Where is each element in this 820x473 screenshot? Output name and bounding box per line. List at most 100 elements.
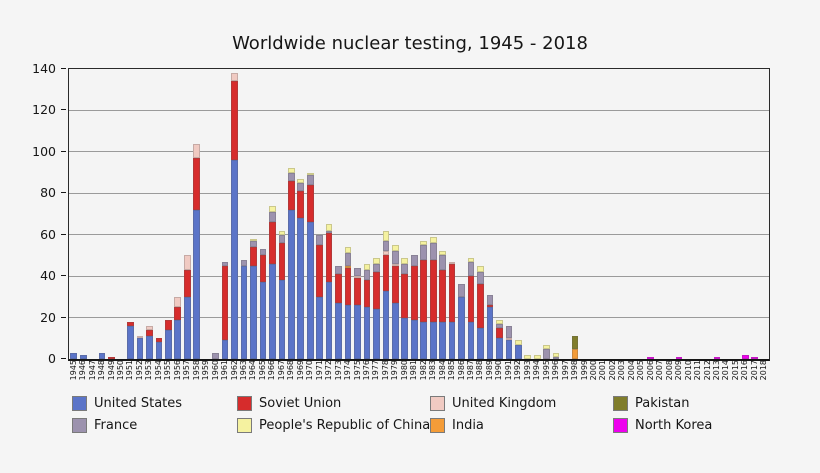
bar-segment	[259, 249, 267, 256]
x-axis-tick-label: 1994	[532, 360, 542, 381]
bar-segment	[316, 234, 323, 246]
bar-segment	[533, 354, 541, 359]
legend-label: North Korea	[635, 417, 713, 433]
y-axis-tick-label: 40	[40, 268, 56, 284]
bar-segment	[278, 234, 286, 243]
legend-item-united-states: United States	[72, 394, 182, 412]
y-axis-tick-mark	[61, 150, 66, 152]
y-axis-tick-label: 100	[32, 143, 56, 159]
x-axis-tick-label: 1964	[248, 360, 258, 381]
bar-segment	[543, 348, 551, 359]
bar-segment	[420, 240, 428, 246]
bar-segment	[420, 321, 428, 359]
bar-segment	[287, 209, 295, 359]
bar-segment	[467, 276, 475, 322]
bar-segment	[496, 327, 503, 339]
x-axis-tick-label: 1955	[163, 360, 173, 381]
bar-segment	[392, 263, 399, 266]
bar-segment	[486, 305, 494, 308]
bar-segment	[401, 263, 409, 275]
x-axis-tick-label: 2001	[598, 360, 608, 381]
bar-segment	[136, 338, 144, 359]
bar-segment	[363, 263, 371, 270]
bar-segment	[458, 296, 465, 359]
bar-segment	[250, 265, 257, 359]
x-axis-tick-label: 1966	[267, 360, 277, 381]
bar-segment	[571, 348, 579, 359]
legend-item-united-kingdom: United Kingdom	[430, 394, 556, 412]
bar-segment	[363, 280, 371, 308]
y-axis: 0 20 40 60 80 100 120 140	[0, 62, 66, 366]
x-axis-tick-label: 1975	[352, 360, 362, 381]
bar-segment	[401, 274, 409, 318]
legend-swatch	[237, 395, 252, 411]
x-axis-tick-label: 1998	[570, 360, 580, 381]
bar-segment	[193, 158, 201, 210]
bar-segment	[269, 263, 276, 359]
legend-item-india: India	[430, 416, 484, 434]
bar-segment	[373, 257, 380, 264]
bar-segment	[221, 265, 229, 341]
bar-segment	[325, 282, 333, 359]
bar-segment	[70, 352, 78, 359]
x-axis-tick-label: 1981	[409, 360, 419, 381]
bar-segment	[164, 330, 172, 359]
bar-segment	[713, 356, 721, 359]
bar-segment	[297, 178, 305, 183]
legend-label: United States	[94, 395, 183, 411]
legend-item-pakistan: Pakistan	[613, 394, 689, 412]
x-axis-tick-label: 1990	[494, 360, 504, 381]
x-axis-tick-label: 1953	[144, 360, 154, 381]
bar-segment	[269, 211, 276, 223]
x-axis-tick-label: 2012	[702, 360, 712, 381]
bar-segment	[335, 274, 342, 304]
bar-segment	[221, 340, 229, 359]
bar-segment	[212, 352, 219, 359]
bar-segment	[146, 336, 153, 359]
bar-segment	[382, 230, 390, 241]
legend-item-soviet-union: Soviet Union	[237, 394, 341, 412]
gridline	[69, 275, 769, 277]
bar-segment	[496, 323, 503, 328]
bar-segment	[250, 240, 257, 248]
bar-segment	[429, 236, 437, 243]
bar-segment	[505, 325, 513, 339]
bar-segment	[514, 340, 522, 345]
bar-segment	[410, 255, 418, 266]
bar-segment	[363, 269, 371, 281]
bar-segment	[552, 356, 560, 359]
bar-segment	[231, 160, 238, 359]
bar-segment	[467, 257, 475, 262]
gridline	[69, 234, 769, 236]
bar-segment	[354, 305, 361, 359]
bar-segment	[231, 73, 238, 82]
legend-swatch	[237, 417, 252, 433]
legend-swatch	[72, 417, 87, 433]
bar-segment	[278, 243, 286, 281]
bar-segment	[259, 282, 267, 359]
x-axis-tick-label: 1974	[343, 360, 353, 381]
bar-segment	[164, 319, 172, 330]
y-axis-tick-label: 0	[48, 351, 56, 366]
y-axis-tick-mark	[61, 233, 66, 235]
plot-area	[68, 68, 770, 361]
bar-segment	[193, 209, 201, 359]
bar-segment	[287, 172, 295, 181]
x-axis-tick-label: 2003	[617, 360, 627, 381]
bar-segment	[439, 269, 446, 322]
bar-segment	[127, 321, 134, 326]
legend-label: United Kingdom	[452, 395, 557, 411]
x-axis-tick-label: 1957	[182, 360, 192, 381]
x-axis-tick-label: 1983	[428, 360, 438, 381]
x-axis-tick-label: 2007	[655, 360, 665, 381]
bar-segment	[543, 344, 551, 349]
bar-segment	[552, 352, 560, 357]
legend-swatch	[430, 395, 445, 411]
bar-segment	[174, 307, 182, 320]
bar-segment	[373, 263, 380, 272]
legend-item-people-s-republic-of-china: People's Republic of China	[237, 416, 430, 434]
bar-segment	[269, 222, 276, 264]
bar-segment	[287, 180, 295, 210]
bar-segment	[458, 284, 465, 297]
x-axis-tick-label: 1948	[97, 360, 107, 381]
